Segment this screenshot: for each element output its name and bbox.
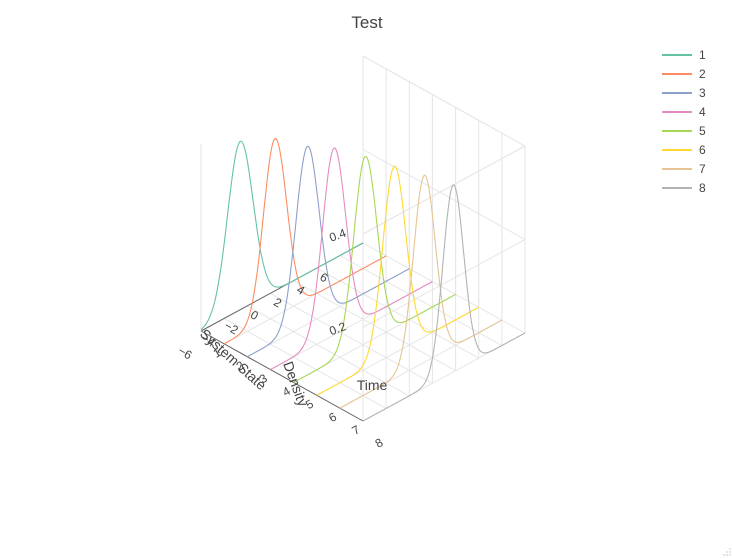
legend-item-3[interactable]: 3: [662, 86, 706, 100]
series-5-curve[interactable]: [293, 155, 456, 383]
legend-item-4[interactable]: 4: [662, 105, 706, 119]
series-3-curve[interactable]: [247, 145, 410, 358]
floor-gridline: [247, 305, 410, 397]
wall-gridline: [362, 55, 526, 147]
legend-item-6[interactable]: 6: [662, 143, 706, 157]
x-tick-label: −4: [199, 331, 218, 350]
legend-label: 7: [699, 162, 706, 176]
legend-label: 3: [699, 86, 706, 100]
legend[interactable]: 1 2 3 4 5 6 7 8: [662, 48, 706, 195]
x-tick-label: 4: [294, 282, 307, 298]
floor-gridline: [270, 292, 433, 384]
series-2-curve[interactable]: [223, 137, 387, 345]
wall-gridline: [362, 149, 526, 240]
y-axis-line: [200, 330, 364, 422]
legend-label: 2: [699, 67, 706, 81]
legend-item-5[interactable]: 5: [662, 124, 706, 138]
legend-item-1[interactable]: 1: [662, 48, 706, 62]
legend-item-2[interactable]: 2: [662, 67, 706, 81]
y-axis-title: Time: [357, 377, 388, 393]
z-tick-label: 0.2: [327, 319, 348, 338]
floor-gridline: [362, 242, 526, 334]
x-tick-label: 2: [271, 295, 284, 311]
floor-gridline: [223, 317, 387, 409]
y-tick-label: 6: [326, 409, 339, 425]
series-8-curve[interactable]: [362, 184, 526, 422]
legend-label: 1: [699, 48, 706, 62]
legend-label: 4: [699, 105, 706, 119]
series-7-curve[interactable]: [339, 174, 503, 409]
legend-label: 8: [699, 181, 706, 195]
axis-layer: [200, 144, 364, 422]
series-layer: [200, 137, 526, 422]
legend-item-7[interactable]: 7: [662, 162, 706, 176]
legend-label: 6: [699, 143, 706, 157]
floor-gridline: [339, 255, 503, 347]
resize-handle-icon[interactable]: [723, 548, 731, 556]
series-1-curve[interactable]: [200, 140, 364, 330]
floor-gridline: [316, 267, 479, 359]
chart-title: Test: [351, 13, 382, 32]
x-tick-label: −6: [176, 344, 195, 363]
y-tick-label: 7: [349, 422, 362, 438]
wall-gridline: [362, 145, 526, 235]
series-6-curve[interactable]: [316, 165, 479, 396]
wall-gridline: [362, 239, 526, 328]
y-tick-label: 8: [373, 435, 386, 451]
floor-gridline: [293, 280, 456, 372]
x-tick-label: 0: [248, 308, 261, 324]
legend-item-8[interactable]: 8: [662, 181, 706, 195]
legend-label: 5: [699, 124, 706, 138]
z-tick-label: 0.4: [327, 226, 348, 245]
x-tick-label: −2: [222, 318, 241, 337]
